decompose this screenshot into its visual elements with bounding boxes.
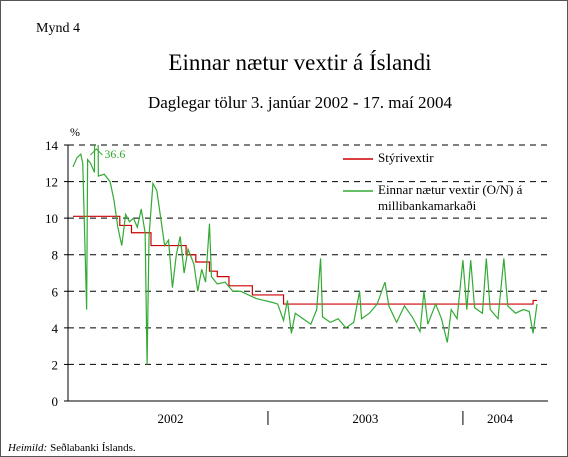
annotation: 36.6 xyxy=(104,147,125,161)
chart-title: Einnar nætur vextir á Íslandi xyxy=(168,50,431,75)
legend-1: Stýrivextir xyxy=(378,150,434,165)
annotation-arrow xyxy=(90,148,103,156)
figure-label: Mynd 4 xyxy=(36,21,80,36)
series-line xyxy=(73,215,537,305)
y-tick-label: 4 xyxy=(52,321,59,336)
chart-subtitle: Daglegar tölur 3. janúar 2002 - 17. maí … xyxy=(148,93,453,112)
x-tick-label: 2003 xyxy=(352,411,378,426)
series-line xyxy=(72,145,538,365)
source-text: Seðlabanki Íslands. xyxy=(50,442,136,454)
y-tick-label: 10 xyxy=(45,211,58,226)
y-tick-label: 0 xyxy=(52,394,59,409)
x-tick-label: 2004 xyxy=(487,411,514,426)
legend-2: Einnar nætur vextir (O/N) á millibankama… xyxy=(378,182,523,213)
y-tick-label: 8 xyxy=(52,248,59,263)
y-tick-label: 2 xyxy=(52,357,59,372)
x-tick-label: 2002 xyxy=(157,411,183,426)
y-tick-label: 12 xyxy=(45,175,58,190)
source-label: Heimild: xyxy=(7,442,47,454)
y-tick-label: 6 xyxy=(52,284,59,299)
plot-area xyxy=(72,145,538,365)
y-tick-label: 14 xyxy=(45,138,59,153)
source: Heimild: Seðlabanki Íslands. xyxy=(7,442,136,454)
y-axis-label: % xyxy=(70,125,80,139)
